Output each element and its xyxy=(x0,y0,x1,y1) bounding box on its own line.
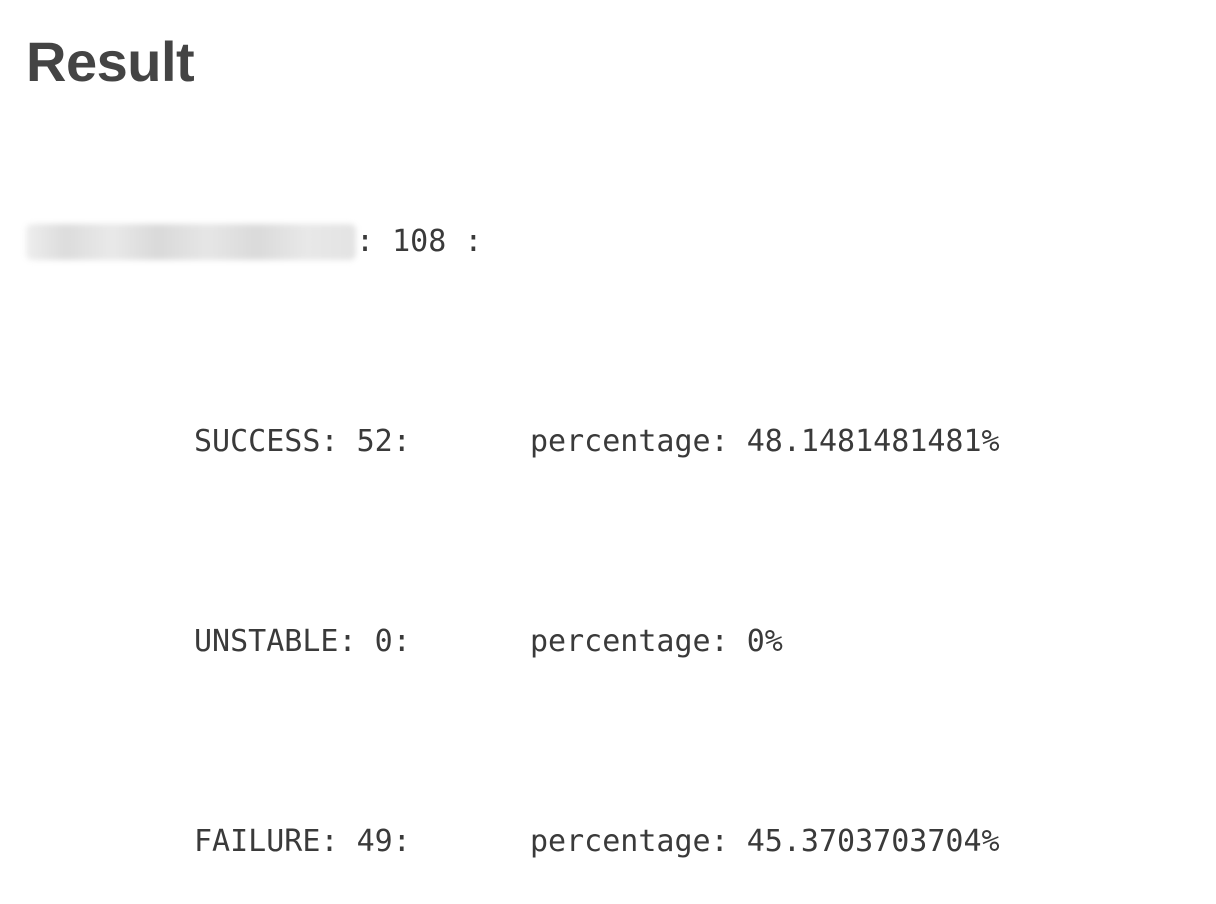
result-output: : 108 : SUCCESS: 52: percentage: 48.14814… xyxy=(26,117,1000,904)
status-count: 49 xyxy=(356,824,393,859)
page-title: Result xyxy=(26,30,195,93)
status-count: 0 xyxy=(374,624,393,659)
redacted-job-name xyxy=(26,224,356,260)
summary-line: : 108 : xyxy=(26,217,1000,267)
summary-trailing: : xyxy=(464,224,483,259)
summary-label-tail: : xyxy=(356,224,375,259)
percentage-label: percentage: xyxy=(530,824,729,859)
status-name: SUCCESS xyxy=(194,424,321,459)
percentage-label: percentage: xyxy=(530,424,729,459)
percentage-label: percentage: xyxy=(530,624,729,659)
status-name: FAILURE xyxy=(194,824,321,859)
status-row-failure: FAILURE: 49: percentage: 45.3703703704% xyxy=(26,817,1000,867)
summary-total: 108 xyxy=(392,224,447,259)
percentage-value: 0% xyxy=(746,624,783,659)
percentage-value: 48.1481481481% xyxy=(746,424,1000,459)
status-count: 52 xyxy=(356,424,393,459)
status-name: UNSTABLE xyxy=(194,624,339,659)
status-row-unstable: UNSTABLE: 0: percentage: 0% xyxy=(26,617,1000,667)
status-row-success: SUCCESS: 52: percentage: 48.1481481481% xyxy=(26,417,1000,467)
percentage-value: 45.3703703704% xyxy=(746,824,1000,859)
